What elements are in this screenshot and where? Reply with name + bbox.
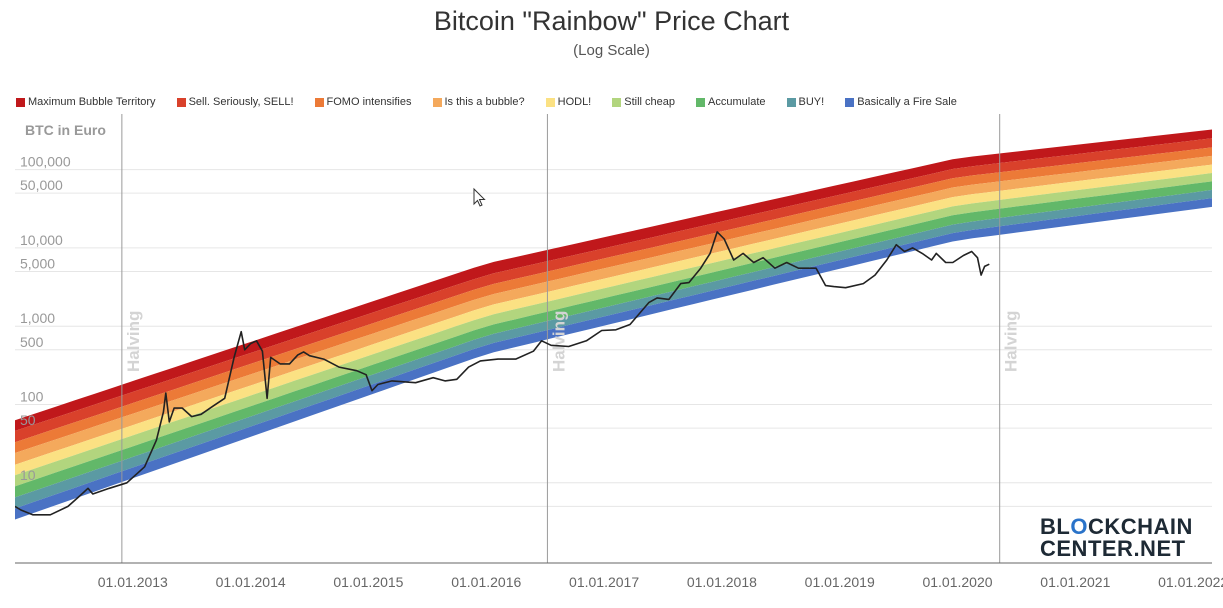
brand-logo: BLOCKCHAIN CENTER.NET	[1040, 514, 1193, 561]
x-tick-label: 01.01.2021	[1040, 574, 1110, 590]
x-tick-label: 01.01.2019	[805, 574, 875, 590]
y-tick-label: 1,000	[20, 310, 55, 326]
x-tick-label: 01.01.2017	[569, 574, 639, 590]
y-tick-label: 10	[20, 467, 36, 483]
chart-title: Bitcoin "Rainbow" Price Chart	[433, 6, 790, 36]
y-axis-title: BTC in Euro	[25, 122, 106, 138]
legend-swatch	[612, 97, 622, 107]
legend-label: HODL!	[557, 96, 592, 108]
rainbow-bands	[15, 129, 1212, 520]
legend-item[interactable]: Maximum Bubble Territory	[16, 96, 156, 108]
legend-label: Accumulate	[708, 96, 766, 108]
halving-label: Halving	[124, 311, 143, 372]
legend: Maximum Bubble Territory Sell. Seriously,…	[16, 94, 978, 110]
legend-swatch	[432, 97, 442, 107]
brand-chain-o: O	[1070, 514, 1088, 539]
halving-label: Halving	[1002, 311, 1021, 372]
x-tick-label: 01.01.2022	[1158, 574, 1223, 590]
legend-swatch	[545, 97, 555, 107]
legend-item[interactable]: Accumulate	[696, 96, 766, 108]
legend-label: Maximum Bubble Territory	[28, 96, 156, 108]
x-tick-label: 01.01.2013	[98, 574, 168, 590]
legend-swatch	[786, 97, 796, 107]
legend-swatch	[696, 97, 706, 107]
legend-item[interactable]: Sell. Seriously, SELL!	[176, 96, 294, 108]
legend-item[interactable]: HODL!	[545, 96, 592, 108]
brand-text-3: CENTER.NET	[1040, 536, 1186, 561]
legend-label: BUY!	[798, 96, 825, 108]
y-tick-label: 5,000	[20, 255, 55, 271]
legend-item[interactable]: FOMO intensifies	[314, 96, 412, 108]
y-tick-label: 50	[20, 412, 36, 428]
y-tick-label: 10,000	[20, 232, 63, 248]
x-tick-label: 01.01.2020	[922, 574, 992, 590]
y-tick-label: 100	[20, 389, 44, 405]
legend-item[interactable]: BUY!	[786, 96, 825, 108]
cursor-icon	[473, 187, 486, 207]
legend-item[interactable]: Still cheap	[612, 96, 675, 108]
legend-label: Is this a bubble?	[444, 96, 525, 108]
x-tick-label: 01.01.2015	[333, 574, 403, 590]
x-tick-label: 01.01.2018	[687, 574, 757, 590]
brand-text-1: BL	[1040, 514, 1071, 539]
y-tick-label: 100,000	[20, 154, 71, 170]
price-line	[15, 231, 990, 516]
legend-swatch	[16, 97, 25, 107]
x-tick-label: 01.01.2016	[451, 574, 521, 590]
legend-label: Sell. Seriously, SELL!	[188, 96, 294, 108]
legend-label: Basically a Fire Sale	[857, 96, 957, 108]
legend-label: FOMO intensifies	[326, 96, 412, 108]
legend-label: Still cheap	[624, 96, 676, 108]
chart-subtitle: (Log Scale)	[573, 42, 650, 59]
legend-item[interactable]: Is this a bubble?	[432, 96, 525, 108]
y-tick-label: 500	[20, 334, 44, 350]
legend-swatch	[176, 97, 186, 107]
legend-item[interactable]: Basically a Fire Sale	[845, 96, 957, 108]
brand-text-2: CKCHAIN	[1087, 514, 1193, 539]
x-tick-label: 01.01.2014	[216, 574, 286, 590]
halving-label: Halving	[549, 311, 568, 372]
legend-swatch	[845, 97, 855, 107]
legend-swatch	[314, 97, 324, 107]
y-tick-label: 50,000	[20, 177, 63, 193]
